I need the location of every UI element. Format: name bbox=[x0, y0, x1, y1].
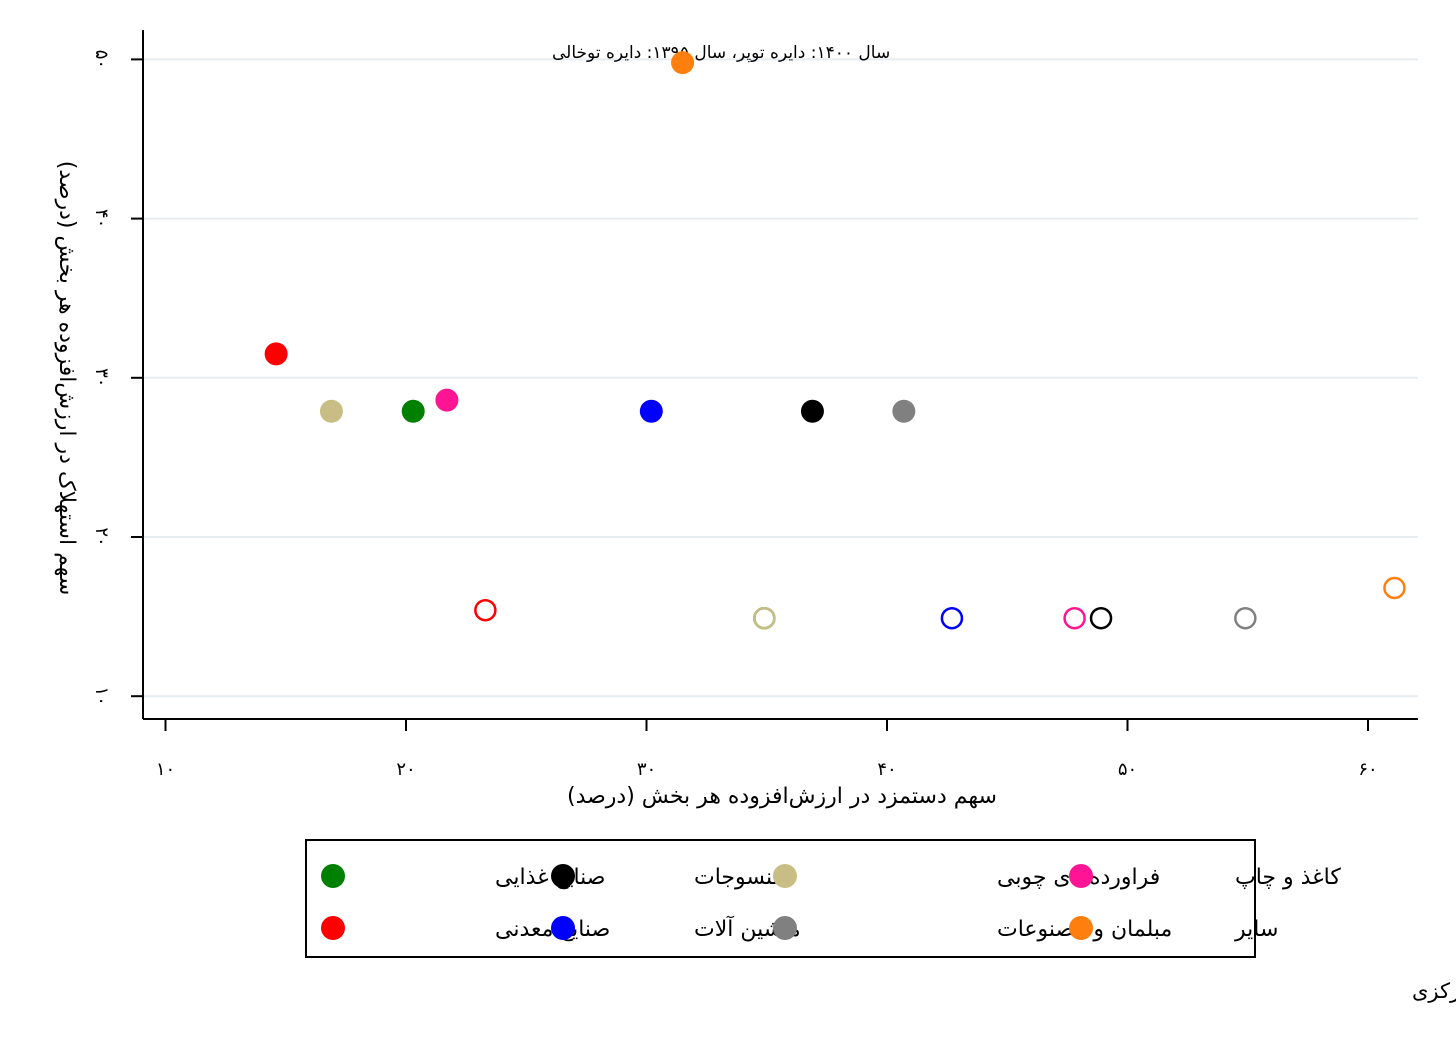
data-point-1400 bbox=[319, 399, 343, 423]
y-axis-title: سهم استهلاک در ارزش‌افزوده هر بخش (درصد) bbox=[54, 161, 79, 596]
y-tick-label: ۳۰ bbox=[91, 368, 112, 387]
legend: صنایع غذایی منسوجات فراورده‌های چوبی کاغذ و… bbox=[321, 864, 1341, 942]
x-tick-label: ۲۰ bbox=[396, 759, 415, 780]
data-point-1400 bbox=[264, 342, 288, 366]
data-point-1395 bbox=[1234, 606, 1257, 630]
data-point-1400 bbox=[800, 399, 824, 423]
source-note: منبع: جداول داده–ستانده بانک مرکزی bbox=[1412, 979, 1456, 1003]
x-tick-label: ۱۰ bbox=[156, 759, 175, 780]
y-tick-label: ۵۰ bbox=[91, 50, 112, 69]
grid-lines bbox=[143, 58, 1418, 698]
legend-marker bbox=[321, 864, 345, 888]
legend-marker bbox=[773, 916, 797, 940]
x-tick-label: ۴۰ bbox=[877, 759, 896, 780]
data-point-1395 bbox=[474, 598, 497, 622]
data-point-1395 bbox=[1383, 576, 1406, 600]
y-tick-label: ۱۰ bbox=[91, 687, 112, 706]
chart-note: سال ۱۴۰۰: دایره توپر، سال ۱۳۹۵: دایره تو… bbox=[552, 43, 890, 63]
y-ticks: ۱۰ ۲۰ ۳۰ ۴۰ ۵۰ bbox=[91, 50, 143, 706]
x-tick-label: ۳۰ bbox=[637, 759, 656, 780]
axes bbox=[142, 30, 1418, 720]
x-ticks: ۱۰ ۲۰ ۳۰ ۴۰ ۵۰ ۶۰ bbox=[156, 719, 1378, 780]
data-point-1400 bbox=[892, 399, 916, 423]
x-axis-title: سهم دستمزد در ارزش‌افزوده هر بخش (درصد) bbox=[567, 784, 997, 809]
legend-label: سایر bbox=[1234, 917, 1278, 942]
data-point-1400 bbox=[435, 388, 459, 412]
data-points bbox=[264, 51, 1406, 630]
data-point-1395 bbox=[753, 606, 776, 630]
data-point-1400 bbox=[639, 399, 663, 423]
legend-label: کاغذ و چاپ bbox=[1235, 865, 1341, 890]
data-point-1400 bbox=[671, 51, 695, 75]
x-tick-label: ۵۰ bbox=[1118, 759, 1137, 780]
legend-marker bbox=[773, 864, 797, 888]
x-tick-label: ۶۰ bbox=[1358, 759, 1377, 780]
legend-marker bbox=[321, 916, 345, 940]
legend-marker bbox=[1069, 864, 1093, 888]
legend-marker bbox=[1069, 916, 1093, 940]
y-tick-label: ۴۰ bbox=[91, 209, 112, 228]
data-point-1395 bbox=[1063, 606, 1086, 630]
data-point-1395 bbox=[1089, 606, 1113, 630]
legend-marker bbox=[551, 916, 575, 940]
legend-label: منسوجات bbox=[694, 865, 784, 890]
data-point-1395 bbox=[940, 606, 964, 630]
legend-label: صنایع غذایی bbox=[495, 865, 605, 890]
y-tick-label: ۲۰ bbox=[91, 527, 112, 546]
legend-marker bbox=[551, 864, 575, 888]
data-point-1400 bbox=[401, 399, 425, 423]
